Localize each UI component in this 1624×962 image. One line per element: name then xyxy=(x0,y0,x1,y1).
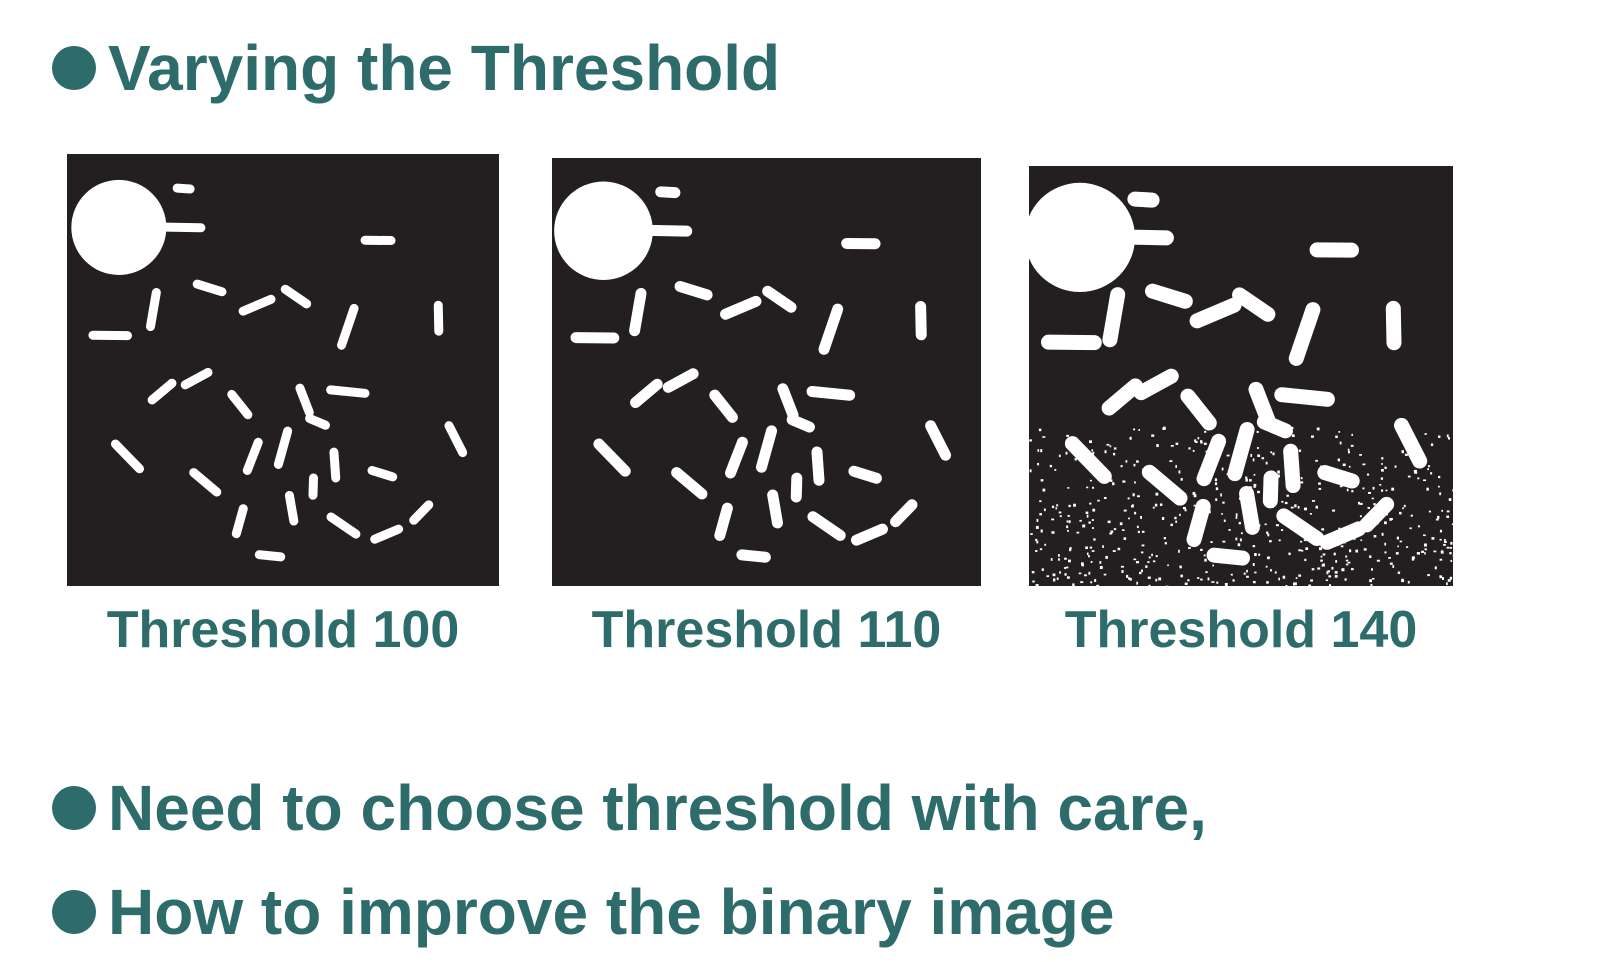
bullet-text-choose-threshold: Need to choose threshold with care, xyxy=(108,772,1207,844)
bullet-dot-icon xyxy=(52,786,96,830)
caption-threshold-100: Threshold 100 xyxy=(106,601,460,659)
threshold-image-100 xyxy=(67,154,499,586)
caption-threshold-140: Threshold 140 xyxy=(1064,601,1418,659)
title-text: Varying the Threshold xyxy=(108,32,781,104)
bullet-dot-icon xyxy=(52,46,96,90)
threshold-image-110 xyxy=(552,158,981,586)
slide-title: Varying the Threshold xyxy=(52,36,780,100)
threshold-image-140 xyxy=(1029,166,1453,586)
binary-image-100 xyxy=(67,154,499,586)
bullet-point-choose-threshold: Need to choose threshold with care, xyxy=(52,776,1207,840)
caption-threshold-110: Threshold 110 xyxy=(591,601,942,659)
bullet-point-improve-image: How to improve the binary image xyxy=(52,880,1114,944)
bullet-dot-icon xyxy=(52,890,96,934)
bullet-text-improve-image: How to improve the binary image xyxy=(108,876,1115,948)
binary-image-140 xyxy=(1029,166,1453,586)
binary-image-110 xyxy=(552,158,981,586)
